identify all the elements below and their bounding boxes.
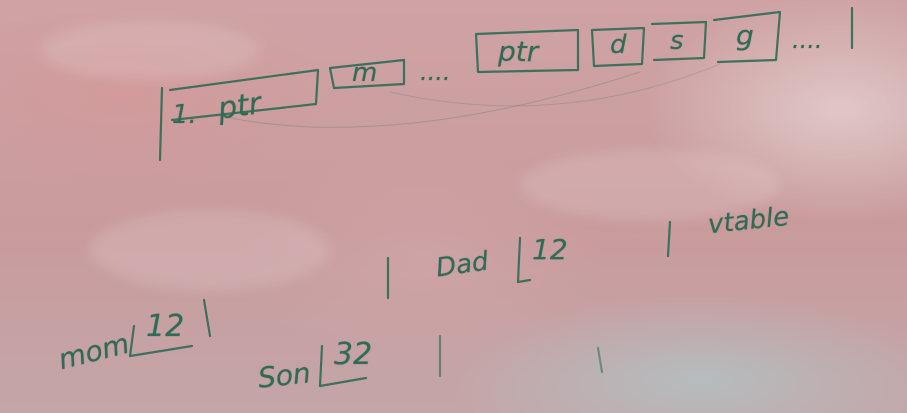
ptr-field-label: ptr (215, 86, 264, 127)
dad-label: Dad (434, 246, 491, 284)
son-size-label: 32 (334, 337, 373, 372)
s-field-label: s (670, 26, 684, 56)
mom-size-label: 12 (146, 309, 185, 344)
g-field-label: g (736, 19, 754, 52)
m-field-label: m (352, 58, 378, 88)
row-index-label: 1. (172, 100, 197, 130)
ellipsis-label-2: .... (792, 26, 823, 54)
ellipsis-label: .... (420, 58, 451, 86)
dad-size-label: 12 (532, 233, 568, 266)
son-label: Son (256, 356, 313, 395)
d-field-label: d (610, 30, 627, 60)
ptr-field-label-2: ptr (498, 35, 539, 68)
